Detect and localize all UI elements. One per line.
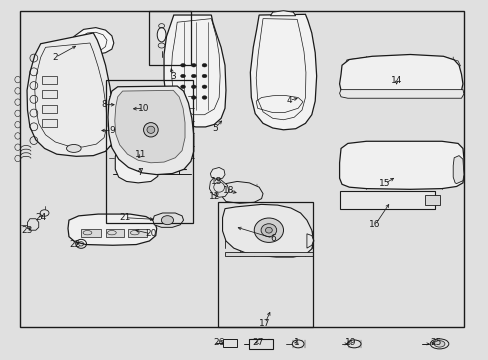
Bar [222,339,237,347]
Ellipse shape [180,63,185,67]
Polygon shape [27,219,39,230]
Polygon shape [163,15,225,127]
Text: 27: 27 [252,338,264,347]
Polygon shape [250,14,316,130]
Ellipse shape [202,85,206,89]
Text: 4: 4 [286,96,291,105]
Ellipse shape [433,341,444,347]
Polygon shape [115,144,159,183]
Ellipse shape [254,218,283,242]
Polygon shape [115,90,184,163]
Ellipse shape [180,96,185,99]
Bar [81,229,101,237]
Polygon shape [339,90,463,98]
Polygon shape [222,204,313,257]
Ellipse shape [346,340,360,348]
Ellipse shape [191,96,196,99]
Bar [42,76,57,84]
Bar [20,12,463,327]
Text: 13: 13 [210,177,222,186]
Polygon shape [270,11,295,16]
Text: 6: 6 [269,234,275,243]
Text: 10: 10 [138,104,149,113]
Text: 2: 2 [52,53,58,62]
Ellipse shape [161,216,173,225]
Ellipse shape [202,74,206,78]
Polygon shape [209,177,228,197]
Text: 22: 22 [69,240,81,249]
Text: 12: 12 [208,192,220,201]
Text: 5: 5 [212,123,218,132]
Ellipse shape [66,144,81,152]
Text: 21: 21 [119,213,130,222]
Bar [424,195,439,205]
Bar [217,202,312,327]
Ellipse shape [292,340,304,348]
Bar [42,105,57,113]
Polygon shape [125,113,153,140]
Bar [149,12,190,65]
Polygon shape [210,167,224,179]
Bar [339,192,434,209]
Ellipse shape [174,28,183,42]
Text: 24: 24 [35,213,46,222]
Text: 15: 15 [378,179,390,188]
Polygon shape [222,181,263,203]
Ellipse shape [147,126,155,134]
Polygon shape [71,28,114,54]
Text: 9: 9 [109,126,115,135]
Ellipse shape [40,210,49,216]
Text: 19: 19 [345,338,356,347]
Ellipse shape [202,63,206,67]
Ellipse shape [191,85,196,89]
Bar [128,229,147,237]
Ellipse shape [191,74,196,78]
Bar [42,119,57,127]
Ellipse shape [143,123,158,137]
Polygon shape [108,86,193,175]
Text: 7: 7 [137,168,142,177]
Bar [105,80,193,223]
Text: 3: 3 [170,72,175,81]
Text: 18: 18 [223,186,234,195]
Polygon shape [452,156,463,184]
Ellipse shape [180,74,185,78]
Ellipse shape [265,227,272,233]
Bar [249,338,272,349]
Text: 1: 1 [294,338,300,347]
Text: 17: 17 [259,319,270,328]
Polygon shape [68,214,157,245]
Text: 25: 25 [429,338,441,347]
Polygon shape [27,33,114,156]
Text: 23: 23 [22,226,33,235]
Ellipse shape [180,85,185,89]
Ellipse shape [157,28,165,42]
Ellipse shape [137,171,142,175]
Bar [42,90,57,98]
Text: 16: 16 [368,220,380,229]
Ellipse shape [261,224,276,237]
Text: 8: 8 [101,100,107,109]
Polygon shape [112,99,136,113]
Text: 11: 11 [135,150,146,159]
Ellipse shape [429,339,448,349]
Ellipse shape [202,96,206,99]
Polygon shape [224,252,312,256]
Polygon shape [339,54,462,97]
Ellipse shape [191,63,196,67]
Bar [105,229,124,237]
Polygon shape [153,213,183,227]
Ellipse shape [135,160,144,168]
Text: 14: 14 [390,76,402,85]
Text: 20: 20 [145,229,156,238]
Text: 26: 26 [213,338,224,347]
Polygon shape [339,141,463,189]
